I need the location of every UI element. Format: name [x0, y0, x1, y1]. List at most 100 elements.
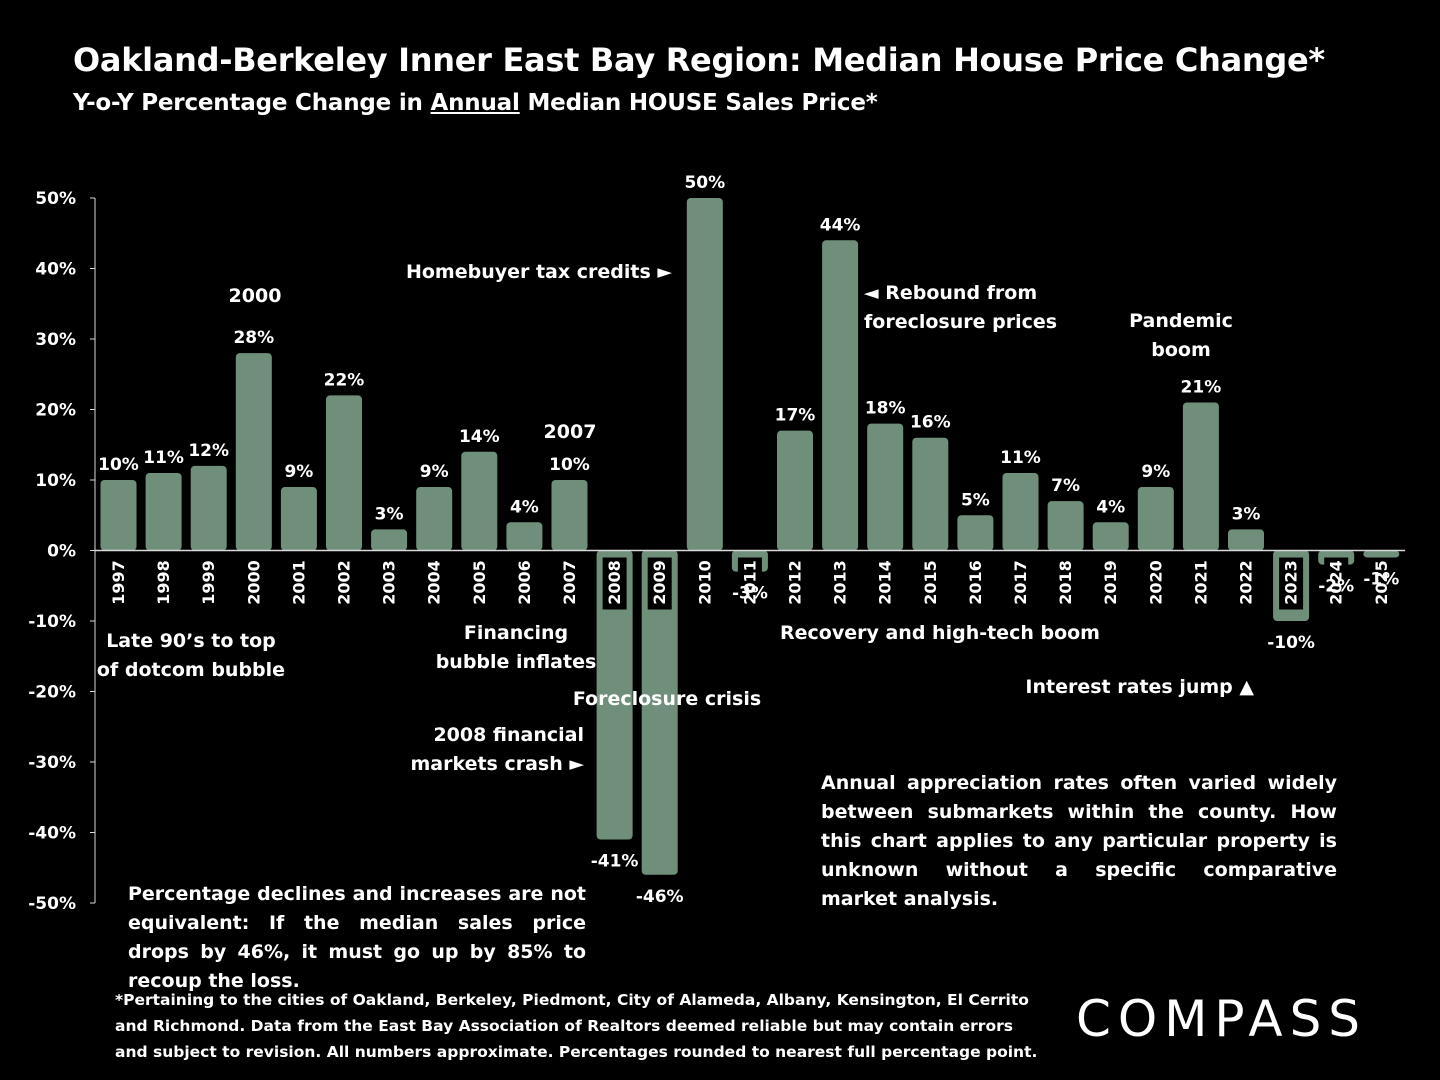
- bar-2008: [596, 550, 633, 840]
- bar-2019: [1092, 522, 1129, 551]
- bar-2018: [1047, 501, 1084, 551]
- bar-2001: [280, 487, 317, 551]
- data-label-2021: 21%: [1181, 377, 1222, 397]
- category-label-2005: 2005: [470, 560, 489, 605]
- category-label-2007: 2007: [560, 560, 579, 605]
- annotation-pandemic: Pandemic: [1129, 310, 1233, 332]
- data-label-2004: 9%: [420, 462, 449, 482]
- data-label-2014: 18%: [865, 399, 906, 419]
- category-label-2001: 2001: [289, 560, 308, 605]
- annotation-pandemic: boom: [1151, 339, 1211, 361]
- annotation-recovery: Recovery and high-tech boom: [780, 622, 1100, 644]
- y-tick-label: 0%: [47, 542, 76, 562]
- data-label-2006: 4%: [510, 497, 539, 517]
- category-label-2000: 2000: [244, 560, 263, 605]
- annotation-late-90s: of dotcom bubble: [97, 659, 285, 681]
- chart-subtitle: Y-o-Y Percentage Change in Annual Median…: [73, 90, 1413, 116]
- bar-1997: [100, 480, 137, 551]
- bar-1998: [145, 472, 182, 551]
- subtitle-suffix: Median HOUSE Sales Price*: [519, 90, 878, 116]
- category-label-2009: 2009: [650, 560, 669, 605]
- data-label-2000: 28%: [233, 328, 274, 348]
- data-label-2010: 50%: [684, 173, 725, 193]
- annotation-late-90s: Late 90’s to top: [106, 630, 276, 652]
- bar-2010: [686, 198, 723, 551]
- annotation-2008-crash: 2008 financial: [433, 724, 584, 746]
- data-label-1999: 12%: [188, 441, 229, 461]
- category-label-2004: 2004: [425, 560, 444, 605]
- category-label-2019: 2019: [1101, 560, 1120, 605]
- y-tick-label: 50%: [35, 189, 76, 209]
- category-label-2006: 2006: [515, 560, 534, 605]
- y-tick-label: -20%: [28, 683, 76, 703]
- annotation-financing: Financing: [464, 622, 568, 644]
- category-label-1999: 1999: [199, 560, 218, 605]
- y-tick-label: 40%: [35, 260, 76, 280]
- category-label-background: [1324, 557, 1349, 610]
- bar-2005: [461, 451, 498, 551]
- category-label-2012: 2012: [786, 560, 805, 605]
- bar-2000: [235, 353, 272, 551]
- y-tick-label: -30%: [28, 753, 76, 773]
- bar-2009: [641, 550, 678, 875]
- data-label-2019: 4%: [1096, 497, 1125, 517]
- bar-2003: [371, 529, 408, 551]
- category-label-2015: 2015: [921, 560, 940, 605]
- category-label-2013: 2013: [831, 560, 850, 605]
- annotation-financing: bubble inflates: [436, 651, 597, 673]
- bar-2012: [777, 430, 813, 551]
- bar-2020: [1137, 487, 1174, 551]
- data-label-2009: -46%: [636, 887, 684, 907]
- bar-1999: [190, 465, 227, 551]
- bar-2022: [1228, 529, 1264, 551]
- data-label-2011: -3%: [732, 584, 768, 604]
- bar-2014: [867, 423, 904, 551]
- subtitle-prefix: Y-o-Y Percentage Change in: [73, 90, 431, 116]
- annotation-foreclosure: Foreclosure crisis: [573, 688, 761, 710]
- data-label-2022: 3%: [1232, 504, 1261, 524]
- data-label-2002: 22%: [324, 370, 365, 390]
- category-label-2014: 2014: [876, 560, 895, 605]
- y-tick-label: -40%: [28, 824, 76, 844]
- category-label-1998: 1998: [154, 560, 173, 605]
- data-label-2023: -10%: [1267, 633, 1315, 653]
- category-label-2021: 2021: [1191, 560, 1210, 605]
- category-label-2011: 2011: [740, 560, 759, 605]
- bar-2013: [822, 240, 859, 551]
- bar-2004: [416, 487, 453, 551]
- category-label-background: [647, 557, 672, 610]
- data-label-1998: 11%: [143, 448, 184, 468]
- data-label-2013: 44%: [820, 215, 861, 235]
- data-label-2025: -1%: [1363, 570, 1399, 590]
- data-label-2007: 10%: [549, 455, 590, 475]
- annotation-tax-credits: Homebuyer tax credits ►: [406, 261, 672, 283]
- category-label-2018: 2018: [1056, 560, 1075, 605]
- bar-2002: [326, 395, 362, 551]
- y-tick-label: 30%: [35, 330, 76, 350]
- data-label-2020: 9%: [1141, 462, 1170, 482]
- category-label-2010: 2010: [695, 560, 714, 605]
- data-label-2018: 7%: [1051, 476, 1080, 496]
- data-label-2024: -2%: [1318, 577, 1354, 597]
- data-label-2015: 16%: [910, 413, 951, 433]
- category-label-background: [602, 557, 627, 610]
- annotation-2008-crash: markets crash ►: [410, 753, 584, 775]
- footnote: *Pertaining to the cities of Oakland, Be…: [115, 991, 1038, 1061]
- category-label-2008: 2008: [605, 560, 624, 605]
- chart-title: Oakland-Berkeley Inner East Bay Region: …: [73, 41, 1325, 79]
- category-label-background: [737, 557, 762, 610]
- data-label-1997: 10%: [98, 455, 139, 475]
- bar-2021: [1182, 402, 1219, 551]
- y-tick-label: 10%: [35, 471, 76, 491]
- compass-logo: COMPASS: [1076, 990, 1368, 1048]
- category-label-2003: 2003: [380, 560, 399, 605]
- category-label-2022: 2022: [1237, 560, 1256, 605]
- bar-2016: [957, 515, 994, 551]
- data-label-2003: 3%: [375, 504, 404, 524]
- annotation-rebound: ◄ Rebound from: [864, 282, 1037, 304]
- annotation-2000: 2000: [229, 285, 282, 307]
- category-label-background: [1369, 557, 1394, 610]
- y-tick-label: 20%: [35, 401, 76, 421]
- category-label-2002: 2002: [335, 560, 354, 605]
